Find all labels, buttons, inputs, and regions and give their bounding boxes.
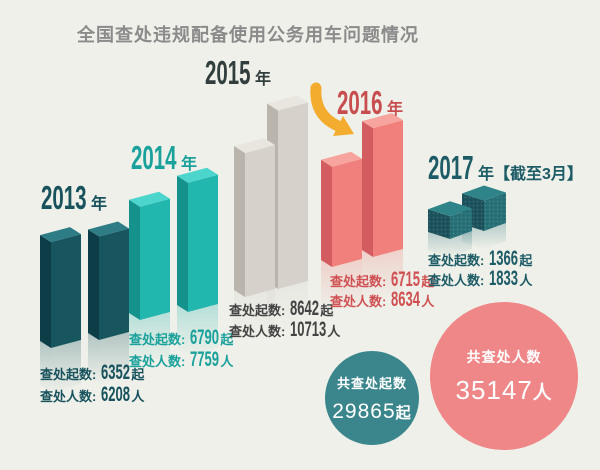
stat-row-cases-2015: 查处起数: 8642 起 (229, 298, 333, 320)
total-cases-label: 共查处起数 (336, 375, 407, 391)
total-cases-circle: 共查处起数 29865起 (325, 351, 419, 445)
total-people-unit: 人 (532, 381, 553, 403)
bar-cases-2015 (234, 138, 275, 341)
stat-unit: 人 (519, 273, 533, 288)
bar-group-2015 (234, 95, 308, 341)
stat-row-people-2015: 查处人数: 10713 人 (229, 319, 340, 341)
stat-row-cases-2013: 查处起数: 6352 起 (40, 362, 144, 384)
total-people-circle: 共查处人数 35147人 (430, 302, 578, 450)
decline-arrow-icon (310, 82, 354, 136)
stat-unit: 人 (131, 389, 145, 404)
stat-value: 8642 (290, 297, 320, 320)
year-suffix: 年【截至3月】 (478, 166, 583, 183)
year-label-2017: 2017 年【截至3月】 (428, 151, 583, 184)
stat-label: 查处人数: (40, 389, 97, 404)
stat-label: 查处人数: (229, 324, 286, 339)
year-suffix: 年 (181, 156, 198, 173)
stat-label: 查处人数: (129, 354, 186, 369)
stat-row-people-2016: 查处人数: 8634 人 (330, 289, 434, 311)
stat-label: 查处起数: (229, 303, 286, 318)
bar-people-2016 (362, 113, 403, 301)
stat-label: 查处人数: (428, 273, 485, 288)
total-people-label: 共查处人数 (466, 348, 542, 365)
bar-cases-2013 (40, 227, 81, 392)
stat-unit: 人 (421, 294, 435, 309)
stat-row-cases-2017: 查处起数: 1366 起 (428, 248, 532, 270)
year-label-2014: 2014 年 (131, 141, 197, 174)
bar-cases-2016 (321, 151, 362, 311)
bar-people-2014 (177, 167, 218, 356)
total-people-value: 35147 (455, 374, 533, 405)
stat-label: 查处起数: (428, 253, 485, 268)
stat-row-people-2017: 查处人数: 1833 人 (428, 268, 532, 290)
stat-value: 10713 (290, 318, 327, 341)
year-number: 2014 (131, 139, 177, 176)
stat-unit: 起 (320, 303, 334, 318)
year-suffix: 年 (255, 71, 272, 88)
stat-value: 1833 (489, 267, 519, 290)
total-people-value-line: 35147人 (455, 375, 552, 406)
stat-unit: 人 (327, 324, 341, 339)
year-suffix: 年 (91, 196, 108, 213)
total-cases-value-line: 29865起 (332, 400, 412, 424)
stat-unit: 起 (131, 367, 145, 382)
stat-value: 6715 (391, 268, 421, 291)
total-cases-unit: 起 (395, 404, 412, 422)
stat-label: 查处起数: (330, 274, 387, 289)
stat-value: 6352 (101, 361, 131, 384)
stat-label: 查处人数: (330, 294, 387, 309)
stat-value: 8634 (391, 288, 421, 311)
year-label-2015: 2015 年 (205, 56, 271, 89)
year-label-2013: 2013 年 (41, 181, 107, 214)
year-number: 2015 (205, 54, 251, 91)
year-number: 2016 (337, 84, 383, 121)
stat-row-cases-2016: 查处起数: 6715 起 (330, 269, 434, 291)
stat-unit: 起 (519, 253, 533, 268)
stat-value: 7759 (190, 348, 220, 371)
stat-row-people-2013: 查处人数: 6208 人 (40, 384, 144, 406)
stat-row-cases-2014: 查处起数: 6790 起 (129, 327, 233, 349)
bar-group-2013 (40, 221, 129, 392)
bar-people-2013 (88, 221, 129, 384)
bar-cases-2017 (428, 201, 472, 257)
stat-label: 查处起数: (40, 367, 97, 382)
total-cases-value: 29865 (332, 399, 396, 423)
year-number: 2013 (41, 179, 87, 216)
year-label-2016: 2016 年 (337, 86, 403, 119)
bar-group-2014 (129, 167, 218, 364)
bar-cases-2014 (129, 191, 170, 364)
stat-value: 6208 (101, 383, 131, 406)
stat-unit: 人 (220, 354, 234, 369)
page-title: 全国查处违规配备使用公务用车问题情况 (77, 25, 419, 45)
stat-value: 6790 (190, 326, 220, 349)
bar-group-2017 (428, 185, 506, 257)
year-suffix: 年 (387, 101, 404, 118)
year-number: 2017 (428, 149, 474, 186)
bar-group-2016 (321, 113, 403, 311)
stat-unit: 起 (421, 274, 435, 289)
stat-label: 查处起数: (129, 332, 186, 347)
stat-value: 1366 (489, 247, 519, 270)
stat-unit: 起 (220, 332, 234, 347)
stat-row-people-2014: 查处人数: 7759 人 (129, 349, 233, 371)
